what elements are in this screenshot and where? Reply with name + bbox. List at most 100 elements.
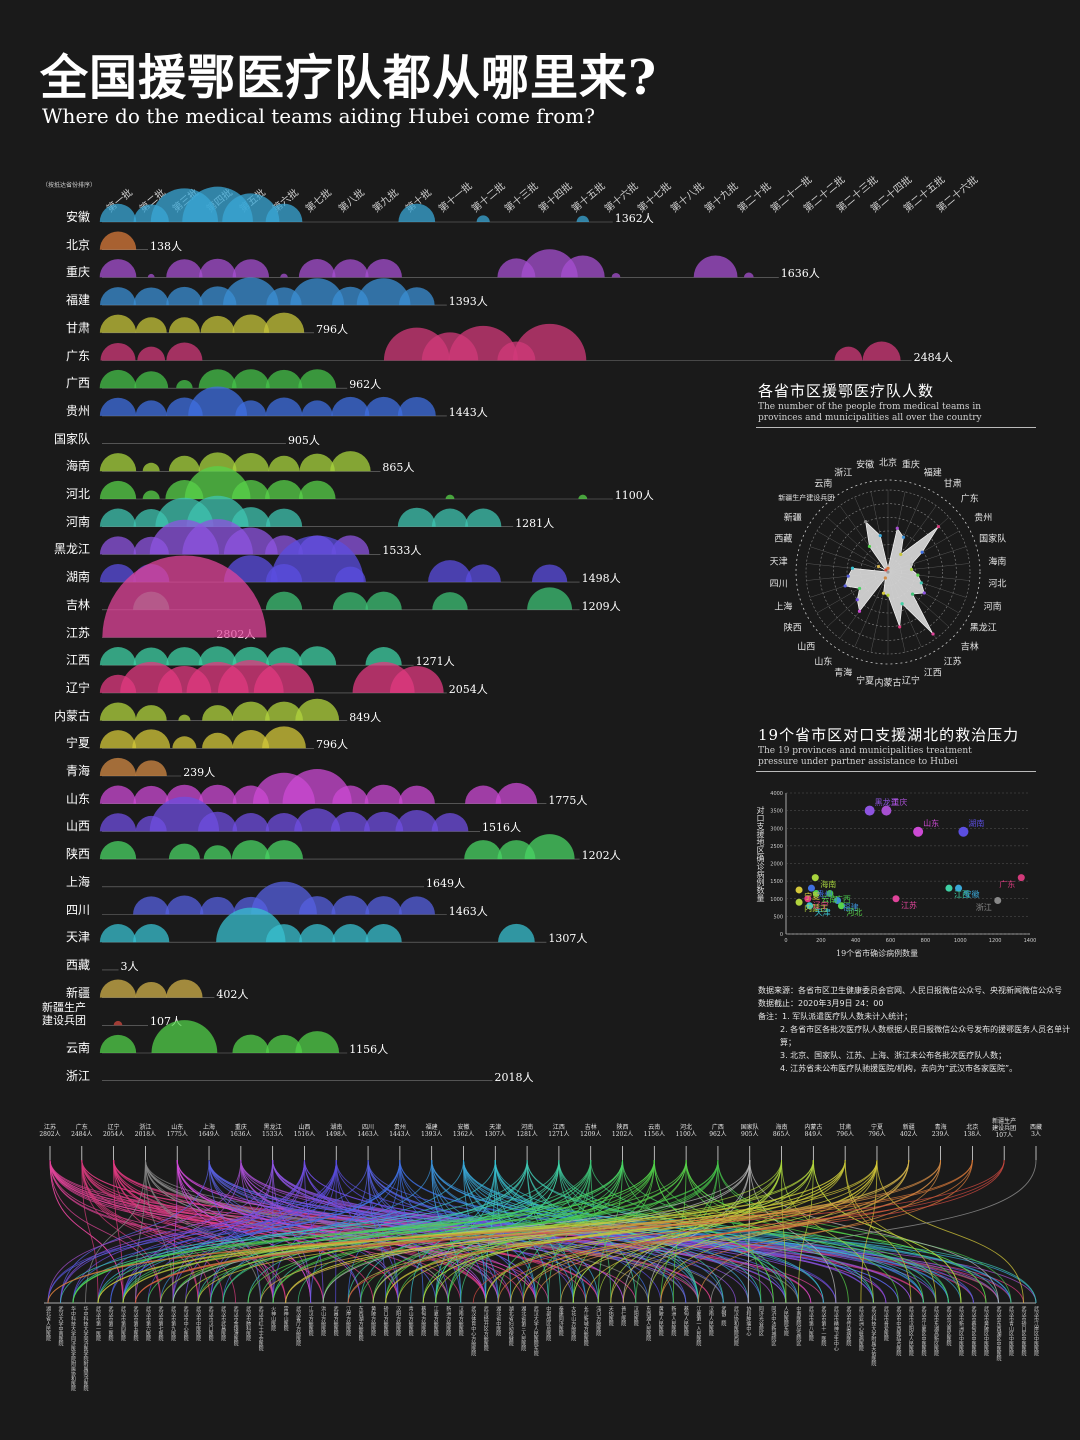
bubble-mark (330, 811, 371, 832)
radar-point (857, 609, 862, 613)
sankey-flow (60, 1159, 528, 1304)
sankey-source-name: 四川 (362, 1124, 375, 1131)
page-subtitle: Where do the medical teams aiding Hubei … (42, 104, 595, 128)
scatter-point-label: 黑龙江 (874, 797, 899, 807)
sankey-flow (185, 1159, 305, 1304)
sankey-target-label: 东西湖人民医院 (645, 1306, 652, 1341)
bubble-mark (364, 396, 403, 416)
sankey-flow (335, 1159, 337, 1304)
scatter-point-label: 天津 (814, 907, 831, 917)
bubble-mark (99, 314, 137, 333)
scatter-point (837, 902, 845, 910)
row-label: 山西 (66, 819, 91, 834)
sankey-target-label: 汉阳医院 (632, 1306, 639, 1326)
sankey-flow (304, 1159, 537, 1304)
sankey-source-name: 安徽 (457, 1124, 470, 1131)
sankey-target-label: 同济中法新城院区 (770, 1306, 777, 1346)
sankey-target-label: 武汉市普爱医院 (882, 1306, 889, 1341)
bubble-mark (298, 369, 337, 389)
row-label: 安徽 (66, 210, 91, 224)
bubble-mark (611, 273, 621, 278)
sankey-source-name: 吉林 (584, 1124, 597, 1131)
sankey-source-name: 云南 (648, 1124, 661, 1131)
sankey-source-total: 2484人 (71, 1131, 93, 1138)
bubble-mark (198, 369, 237, 389)
radar-axis-label: 上海 (774, 602, 793, 613)
bubble-mark (202, 732, 234, 749)
scatter-point-label: 宁夏 (804, 891, 821, 901)
sankey-source-label: 北京 138人 (964, 1124, 981, 1138)
sankey-source-total: 402人 (900, 1131, 918, 1138)
sankey-source-total: 1281人 (516, 1131, 538, 1138)
scatter-x-tick: 1000 (954, 938, 967, 944)
sankey-target-label: 泰康同济医院 (557, 1306, 564, 1336)
radar-axis-label: 山西 (797, 642, 816, 653)
sankey-target-label: 武汉市第十一医院 (820, 1306, 827, 1346)
row-total: 1202人 (581, 849, 621, 863)
sankey-source-label: 广西 962人 (709, 1124, 726, 1138)
row-total: 1156人 (349, 1043, 389, 1056)
bubble-mark (232, 452, 270, 472)
sankey-source-name: 贵州 (393, 1124, 406, 1131)
row-label: 上海 (66, 874, 91, 889)
row-label: 内蒙古 (54, 708, 91, 723)
bubble-mark (231, 507, 271, 527)
bubble-mark (168, 317, 200, 333)
radar-point (843, 584, 847, 588)
sankey-target-label: 武汉体育中心方舱医院 (470, 1306, 477, 1356)
row-label: 辽宁 (66, 680, 91, 695)
bubble-mark (132, 729, 171, 749)
bubble-mark (99, 840, 137, 860)
sankey-target-label: 汉阳方舱医院 (395, 1306, 402, 1336)
sankey-target-label: 中部战区总医院 (545, 1306, 552, 1341)
bubble-mark (99, 536, 137, 555)
bubble-mark (531, 564, 568, 583)
sankey-source-total: 1533人 (262, 1131, 284, 1138)
radar-point (884, 568, 888, 572)
radar-point (909, 567, 914, 572)
sankey-source-name: 山东 (171, 1124, 184, 1131)
sankey-source-name: 广西 (711, 1124, 724, 1131)
sankey-flow (812, 1159, 962, 1304)
row-total: 865人 (382, 461, 415, 475)
bubble-mark (231, 840, 270, 860)
bubble-mark (176, 379, 193, 389)
sankey-target-label: 武汉亚洲心脏病医院 (857, 1306, 864, 1351)
sankey-source-total: 1498人 (325, 1131, 347, 1138)
bubble-mark (265, 397, 303, 416)
sankey-target-label: 汉南方舱医院 (457, 1306, 464, 1336)
scatter-x-tick: 0 (784, 938, 787, 944)
bubble-mark (99, 702, 137, 721)
row-label: 吉林 (66, 597, 91, 612)
radar-axis-label: 新疆 (783, 513, 802, 524)
sankey-source-total: 1463人 (357, 1131, 379, 1138)
row-label: 河北 (66, 487, 91, 501)
sankey-target-label: 武汉市传染病医院 (845, 1306, 852, 1346)
scatter-separator (756, 771, 1036, 772)
notes-block: 数据来源：各省市区卫生健康委员会官网、人民日报微信公众号、央视新闻微信公众号 数… (758, 984, 1080, 1075)
bubble-mark (232, 259, 270, 278)
sankey-target-label: 大花山方舱医院 (570, 1306, 577, 1341)
sankey-source-total: 849人 (804, 1131, 823, 1138)
sankey-flow (322, 1159, 719, 1304)
bubble-mark (862, 341, 901, 361)
sankey-source-name: 西藏 (1029, 1124, 1043, 1131)
sankey-source-total: 1156人 (643, 1131, 665, 1138)
bubble-mark (137, 346, 166, 361)
bubble-mark (298, 259, 336, 278)
bubble-mark (332, 785, 369, 804)
bubble-mark (100, 342, 136, 361)
scatter-point (955, 884, 963, 892)
sankey-flow (844, 1159, 937, 1304)
sankey-flow (747, 1159, 751, 1304)
sankey-flow (97, 1159, 305, 1304)
bubble-mark (223, 277, 279, 306)
sankey-source-name: 北京 (966, 1124, 979, 1131)
bubble-mark (251, 881, 317, 915)
sankey-flow (72, 1159, 655, 1304)
sankey-target-label: 武汉科技大学附属天佑医院 (870, 1306, 877, 1366)
sankey-flow (210, 1159, 337, 1304)
scatter-point-label: 安徽 (963, 890, 980, 900)
row-label: 黑龙江 (54, 542, 91, 557)
